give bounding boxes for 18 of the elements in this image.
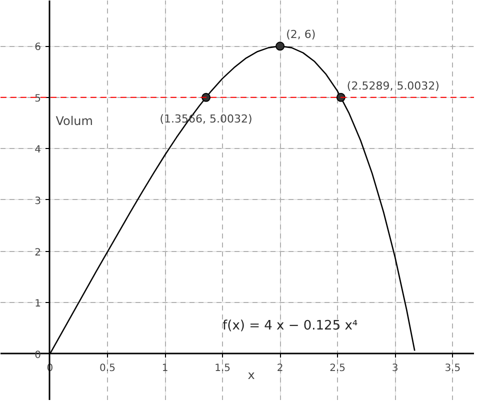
y-tick-label: 4 — [34, 144, 41, 156]
x-tick-label: 2.5 — [330, 362, 346, 374]
x-tick-label: 3 — [392, 362, 398, 374]
x-tick-label: 3.5 — [444, 362, 461, 374]
annotation: (2.5289, 5.0032) — [346, 79, 440, 92]
y-tick-label: 1 — [34, 298, 41, 310]
y-tick-label: 3 — [34, 196, 41, 207]
y-tick-label: 2 — [34, 247, 41, 258]
x-tick-label: 2 — [276, 362, 284, 374]
y-tick-label: 6 — [34, 42, 41, 54]
x-tick-label: 1 — [162, 362, 168, 374]
annotation: (2, 6) — [286, 28, 316, 42]
x-tick-label: 0.5 — [100, 362, 116, 374]
y-tick-label: 5 — [34, 93, 41, 104]
x-tick-label: 1.5 — [214, 362, 230, 374]
y-axis-title: Volum — [56, 114, 93, 128]
annotation: f(x) = 4 x − 0.125 x⁴ — [222, 318, 358, 334]
x-axis-title: x — [248, 368, 255, 382]
